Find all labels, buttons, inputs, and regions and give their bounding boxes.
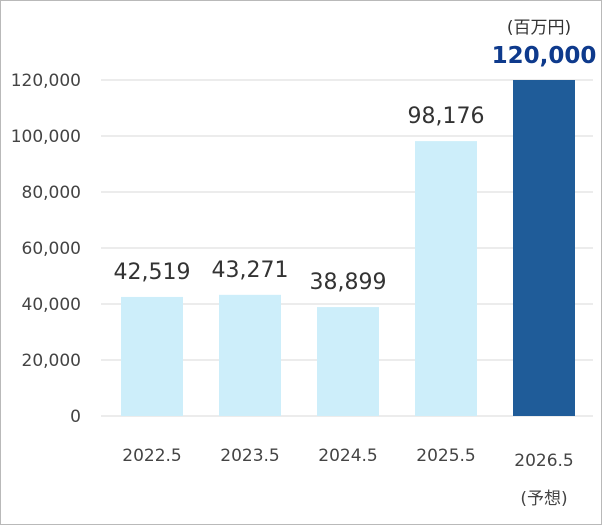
bar-2026.5 [513,80,575,416]
y-tick-label: 20,000 [22,351,81,371]
y-tick-label: 120,000 [11,71,81,91]
value-label-2022.5: 42,519 [114,260,191,285]
value-label-2024.5: 38,899 [310,270,387,295]
bar-2025.5 [415,141,477,417]
x-tick-label: 2026.5 [514,451,573,471]
bar-2024.5 [317,307,379,416]
value-label-2026.5: 120,000 [492,43,597,69]
y-tick-label: 40,000 [22,295,81,315]
forecast-note: (予想) [520,489,567,509]
bar-2023.5 [219,294,281,416]
bar-2022.5 [121,296,183,416]
unit-label: (百万円) [507,18,571,38]
y-tick-label: 100,000 [11,127,81,147]
x-tick-label: 2023.5 [220,446,279,466]
y-axis-ticks: 0 20,000 40,000 60,000 80,000 100,000 120,000 [11,71,81,427]
x-tick-label: 2022.5 [122,446,181,466]
x-axis-ticks: 2022.5 2023.5 2024.5 2025.5 2026.5 (予想) [122,446,573,509]
value-label-2025.5: 98,176 [408,104,485,129]
x-tick-label: 2024.5 [318,446,377,466]
bars [121,80,575,417]
y-tick-label: 80,000 [22,183,81,203]
value-label-2023.5: 43,271 [212,258,289,283]
y-tick-label: 60,000 [22,239,81,259]
x-tick-label: 2025.5 [416,446,475,466]
y-tick-label: 0 [70,407,81,427]
value-labels: 42,519 43,271 38,899 98,176 120,000 [114,43,597,295]
